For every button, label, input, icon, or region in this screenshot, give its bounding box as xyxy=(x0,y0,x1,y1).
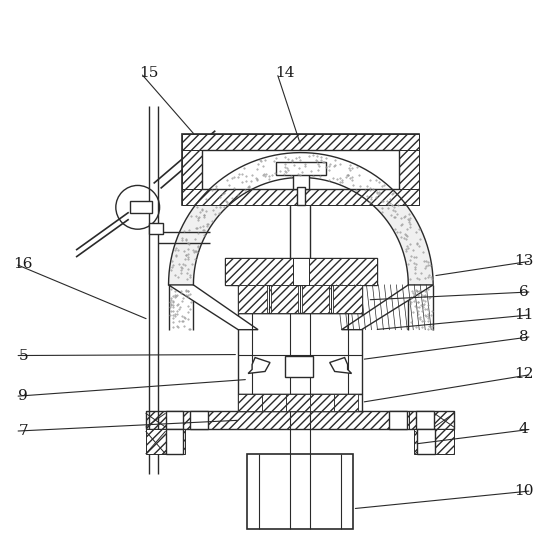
Bar xyxy=(333,394,357,411)
Bar xyxy=(129,201,152,213)
Bar xyxy=(202,150,399,189)
Bar xyxy=(238,313,362,394)
Polygon shape xyxy=(169,285,258,330)
Polygon shape xyxy=(169,152,433,285)
Bar xyxy=(190,411,208,429)
Bar xyxy=(238,394,262,411)
Bar xyxy=(238,285,362,313)
Bar xyxy=(310,394,333,411)
Bar xyxy=(225,258,293,285)
Bar xyxy=(247,454,353,529)
Text: 13: 13 xyxy=(514,254,533,268)
Text: 15: 15 xyxy=(139,66,158,80)
Bar xyxy=(182,134,419,205)
Text: 11: 11 xyxy=(514,308,534,322)
Text: 5: 5 xyxy=(18,348,28,363)
Text: 14: 14 xyxy=(275,66,295,80)
Bar xyxy=(333,285,362,313)
Bar xyxy=(293,165,309,189)
Bar xyxy=(297,187,305,205)
Text: 8: 8 xyxy=(519,330,529,343)
Bar xyxy=(165,429,183,454)
Bar xyxy=(285,356,313,377)
Bar xyxy=(276,162,326,175)
Bar xyxy=(146,429,186,454)
Text: 7: 7 xyxy=(18,424,28,438)
Bar xyxy=(238,394,362,411)
Bar xyxy=(238,285,267,313)
Bar xyxy=(416,411,434,429)
Text: 16: 16 xyxy=(14,257,33,271)
Bar xyxy=(146,411,454,429)
Bar xyxy=(302,285,329,313)
Polygon shape xyxy=(342,285,433,330)
Bar xyxy=(390,411,407,429)
Text: 4: 4 xyxy=(519,422,529,436)
Bar xyxy=(293,258,309,285)
Polygon shape xyxy=(248,357,270,373)
Bar xyxy=(286,394,310,411)
Bar xyxy=(182,189,419,205)
Text: 12: 12 xyxy=(514,368,534,381)
Bar xyxy=(309,258,378,285)
Bar xyxy=(417,429,435,454)
Bar xyxy=(262,394,286,411)
Bar xyxy=(182,150,202,189)
Bar xyxy=(271,285,298,313)
Text: 6: 6 xyxy=(519,285,529,299)
Bar xyxy=(149,223,163,234)
Bar xyxy=(399,150,419,189)
Polygon shape xyxy=(330,357,351,373)
Bar xyxy=(415,429,454,454)
Bar xyxy=(225,258,378,285)
Text: 9: 9 xyxy=(18,389,28,403)
Bar xyxy=(165,411,183,429)
Text: 10: 10 xyxy=(514,484,534,498)
Bar xyxy=(182,134,419,150)
Bar xyxy=(146,411,454,429)
